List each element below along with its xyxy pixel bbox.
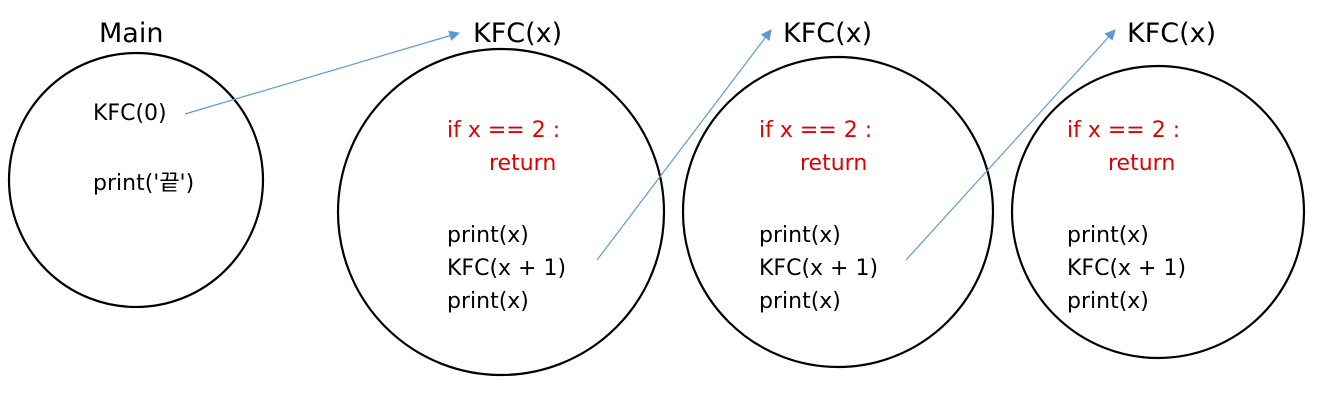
kfc-frame-3-line-3: print(x) (1067, 289, 1149, 314)
kfc-frame-2-circle (681, 55, 995, 369)
kfc-frame-2-line-2: KFC(x + 1) (759, 256, 878, 281)
kfc-frame-2-line-3: print(x) (759, 289, 841, 314)
kfc-frame-1: KFC(x) if x == 2 : return print(x) KFC(x… (336, 18, 666, 377)
kfc-frame-1-line-2: KFC(x + 1) (447, 256, 566, 281)
kfc-frame-3-base-return: return (1108, 151, 1175, 176)
call-arrow-frame-2-to-frame-3 (905, 29, 1116, 261)
main-frame: Main KFC(0) print('끝') (7, 18, 265, 309)
kfc-frame-1-base-if: if x == 2 : (447, 118, 560, 143)
kfc-frame-3-line-2: KFC(x + 1) (1067, 256, 1186, 281)
kfc-frame-2-base-return: return (800, 151, 867, 176)
kfc-frame-3: KFC(x) if x == 2 : return print(x) KFC(x… (1010, 18, 1306, 360)
main-frame-title: Main (99, 18, 163, 49)
kfc-frame-1-circle (336, 47, 666, 377)
kfc-frame-2-title: KFC(x) (783, 18, 872, 49)
kfc-frame-2-line-1: print(x) (759, 223, 841, 248)
kfc-frame-2: KFC(x) if x == 2 : return print(x) KFC(x… (681, 18, 995, 369)
main-call-line: KFC(0) (93, 101, 167, 126)
kfc-frame-1-title: KFC(x) (473, 18, 562, 49)
kfc-frame-1-base-return: return (489, 151, 556, 176)
kfc-frame-1-line-3: print(x) (447, 289, 529, 314)
kfc-frame-1-line-1: print(x) (447, 223, 529, 248)
kfc-frame-3-base-if: if x == 2 : (1067, 118, 1180, 143)
kfc-frame-3-circle (1010, 64, 1306, 360)
kfc-frame-3-title: KFC(x) (1127, 18, 1216, 49)
call-arrow-frame-1-to-frame-2 (596, 29, 772, 261)
main-frame-circle (7, 51, 265, 309)
kfc-frame-3-line-1: print(x) (1067, 223, 1149, 248)
main-end-line: print('끝') (93, 171, 194, 196)
kfc-frame-2-base-if: if x == 2 : (759, 118, 872, 143)
call-arrow-main-to-frame-1 (184, 30, 461, 115)
